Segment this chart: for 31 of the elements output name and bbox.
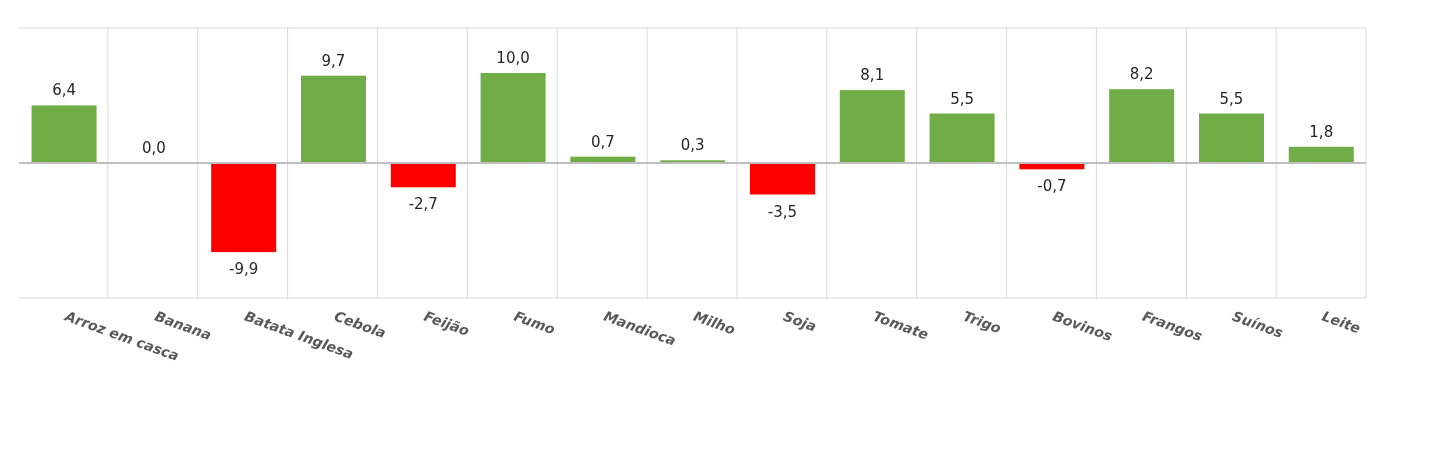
bar	[1288, 146, 1354, 163]
bar	[390, 163, 456, 188]
data-label: 5,5	[950, 89, 974, 108]
data-label: 0,0	[141, 139, 166, 157]
bar	[480, 73, 546, 163]
bar	[1198, 113, 1264, 163]
bar	[1109, 89, 1175, 163]
bar	[929, 113, 995, 163]
bar	[211, 163, 277, 253]
data-label: 6,4	[52, 81, 76, 100]
bar	[749, 163, 815, 195]
bar	[839, 90, 905, 163]
x-tick-label: Soja	[781, 307, 819, 335]
data-label: -3,5	[767, 202, 798, 221]
bar	[31, 105, 97, 163]
data-label: 1,8	[1309, 122, 1334, 141]
data-label: -2,7	[408, 195, 438, 214]
x-tick-label: Leite	[1320, 307, 1363, 337]
bar	[300, 75, 366, 163]
data-label: 5,5	[1219, 89, 1244, 108]
data-label: -0,7	[1037, 177, 1067, 196]
x-tick-label: Trigo	[960, 307, 1004, 337]
x-tick-label: Fumo	[511, 307, 558, 338]
data-label: -9,9	[229, 260, 259, 279]
x-tick-label: Milho	[691, 307, 738, 338]
data-label: 0,3	[680, 136, 705, 155]
data-label: 0,7	[590, 132, 615, 151]
data-label: 8,2	[1129, 65, 1154, 84]
data-label: 8,1	[860, 66, 885, 85]
data-label: 9,7	[321, 51, 346, 70]
data-label: 10,0	[496, 49, 530, 67]
